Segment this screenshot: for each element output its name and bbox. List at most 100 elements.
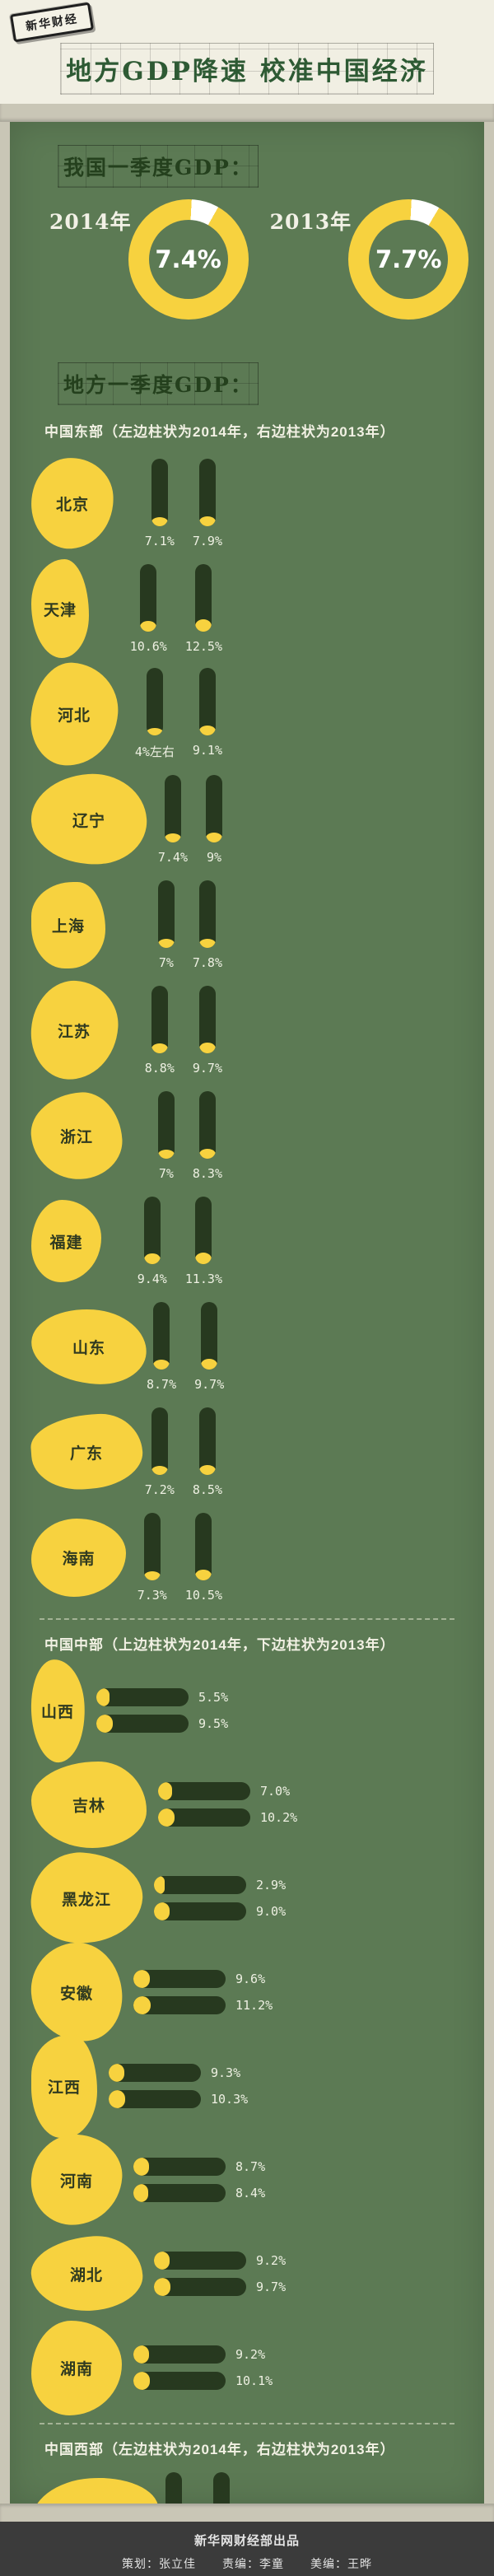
- value-2013: 9.7%: [194, 1376, 225, 1392]
- value-2014: 7.3%: [137, 1587, 167, 1603]
- value-2013: 9.7%: [256, 2280, 287, 2294]
- page-header: 新华财经 地方GDP降速 校准中国经济: [0, 0, 494, 104]
- donut-value: 7.7%: [369, 220, 449, 299]
- value-2013: 10.2%: [260, 1810, 298, 1825]
- bar-2014: [143, 1512, 161, 1580]
- value-2014: 7%: [158, 954, 174, 970]
- bar-2013: [158, 1808, 250, 1827]
- province-map-shape: 湖北: [29, 2233, 145, 2315]
- bar-2014: [165, 2471, 183, 2504]
- province-map-shape: 上海: [31, 881, 105, 968]
- province-bars: 5.5% 9.5%: [96, 1680, 250, 1741]
- province-name: 北京: [55, 496, 90, 514]
- value-2013: 8.4%: [235, 2186, 266, 2200]
- province-bars: 7.0% 10.2%: [158, 1774, 297, 1835]
- page-footer: 新华网财经部出品 策划：张立佳 责编：李童 美编：王晔: [0, 2522, 494, 2576]
- region-grid-middle: 山西 5.5% 9.5% 吉林 7.0% 10.2% 黑龙江 2.9% 9.0% 安徽 9.6% 11…: [10, 1657, 484, 2415]
- bar-2013: [198, 985, 216, 1053]
- province-name: 山西: [41, 1703, 75, 1721]
- region-title-east: 中国东部（左边柱状为2014年，右边柱状为2013年）: [44, 424, 395, 440]
- province-name: 河南: [59, 2172, 94, 2191]
- province-map-shape: 安徽: [27, 1939, 126, 2045]
- value-2013: 9.1%: [192, 743, 222, 758]
- value-2014: 7.4%: [157, 849, 188, 865]
- province-map-shape: 黑龙江: [28, 1849, 146, 1948]
- value-2013: 9.5%: [198, 1716, 229, 1731]
- section-divider: [40, 2423, 454, 2424]
- province-bars: 7.1% 7.9%: [145, 458, 222, 548]
- national-heading: 我国一季度GDP：: [63, 156, 253, 180]
- province-map-shape: 海南: [31, 1518, 126, 1597]
- value-2014: 9.3%: [211, 2065, 241, 2080]
- province-map-shape: 北京: [28, 455, 117, 552]
- value-2014: 7.0%: [260, 1784, 291, 1799]
- value-2014: 8.8%: [144, 1060, 175, 1076]
- province-cell: 河南 8.7% 8.4%: [16, 2131, 265, 2228]
- bar-2014: [96, 1688, 189, 1706]
- province-name: 吉林: [72, 1797, 105, 1815]
- donut-year-label: 2013年: [269, 210, 352, 234]
- province-name: 海南: [62, 1550, 96, 1568]
- province-bars: 9.2% 10.1%: [133, 2337, 273, 2398]
- donut-year-label: 2014年: [49, 210, 132, 234]
- chalkboard-frame-bottom: [0, 2504, 494, 2522]
- bar-2013: [198, 1090, 216, 1159]
- province-bars: 7.3% 10.5%: [137, 1512, 222, 1603]
- value-2013: 8.3%: [192, 1165, 222, 1181]
- province-map-shape: 河北: [27, 659, 122, 769]
- bar-2013: [133, 1996, 226, 2014]
- province-name: 山东: [72, 1339, 106, 1357]
- value-2014: 4%左右: [134, 744, 175, 759]
- province-name: 湖北: [70, 2266, 104, 2284]
- province-map-shape: 辽宁: [28, 770, 150, 869]
- province-cell: 安徽 9.6% 11.2%: [16, 1939, 273, 2045]
- bar-2013: [195, 563, 212, 632]
- province-cell: 黑龙江 2.9% 9.0%: [16, 1849, 286, 1948]
- credit-item: 责编：李童: [222, 2557, 284, 2570]
- value-2014: 2.9%: [256, 1878, 287, 1892]
- bar-2013: [201, 1301, 218, 1370]
- province-name: 黑龙江: [62, 1891, 112, 1909]
- province-name: 河北: [58, 707, 91, 725]
- region-grid-east: 北京 7.1% 7.9% 天津 10.6% 12.5% 河北 4%左右 9.1% 辽宁 7.4% 9%…: [10, 450, 484, 1610]
- donut-row: 2014年 7.4% 2013年 7.7%: [10, 199, 484, 338]
- bar-2014: [151, 458, 168, 526]
- province-map-shape: 广东: [29, 1411, 145, 1493]
- xinhua-finance-stamp: 新华财经: [9, 2, 95, 43]
- bar-2014: [151, 1407, 168, 1475]
- province-name: 湖南: [59, 2360, 93, 2378]
- page-title: 地方GDP降速 校准中国经济: [66, 57, 428, 86]
- province-cell: 河北 4%左右 9.1%: [16, 659, 250, 769]
- province-name: 广东: [70, 1444, 104, 1463]
- donut-chart: 7.7%: [348, 199, 469, 320]
- bar-2014: [151, 985, 168, 1053]
- local-gdp-section: 地方一季度GDP： 中国东部（左边柱状为2014年，右边柱状为2013年） 北京…: [10, 357, 484, 2504]
- province-name: 江西: [47, 2079, 81, 2097]
- province-map-shape: 河南: [28, 2131, 125, 2228]
- province-bars: 10.6% 12.5%: [130, 563, 222, 654]
- gdp-donut-unit: 2013年 7.7%: [270, 199, 469, 338]
- province-map-shape: 江西: [31, 2034, 97, 2138]
- bar-2014: [109, 2064, 201, 2082]
- region-title-west: 中国西部（左边柱状为2014年，右边柱状为2013年）: [44, 2442, 395, 2457]
- province-name: 江苏: [58, 1023, 91, 1041]
- province-cell: 江苏 8.8% 9.7%: [16, 978, 250, 1083]
- value-2013: 9.0%: [256, 1904, 287, 1919]
- province-bars: 9.2% 9.7%: [154, 2243, 286, 2304]
- province-bars: 7.3%9.9%: [159, 2471, 236, 2504]
- province-map-shape: 天津: [31, 559, 89, 658]
- province-cell: 辽宁 7.4% 9%: [16, 767, 250, 872]
- bar-2014: [158, 1782, 250, 1800]
- value-2014: 9.4%: [137, 1271, 167, 1286]
- bar-2014: [133, 2345, 226, 2364]
- donut-value: 7.4%: [148, 220, 228, 299]
- province-name: 浙江: [59, 1128, 94, 1146]
- gdp-donut-unit: 2014年 7.4%: [49, 199, 249, 338]
- province-cell: 吉林 7.0% 10.2%: [16, 1757, 297, 1851]
- stamp-label: 新华财经: [25, 12, 79, 33]
- province-bars: 8.7% 9.7%: [147, 1301, 225, 1392]
- bar-2014: [146, 668, 163, 735]
- bar-2014: [164, 774, 181, 842]
- section-divider: [40, 1618, 454, 1620]
- bar-2013: [133, 2184, 226, 2202]
